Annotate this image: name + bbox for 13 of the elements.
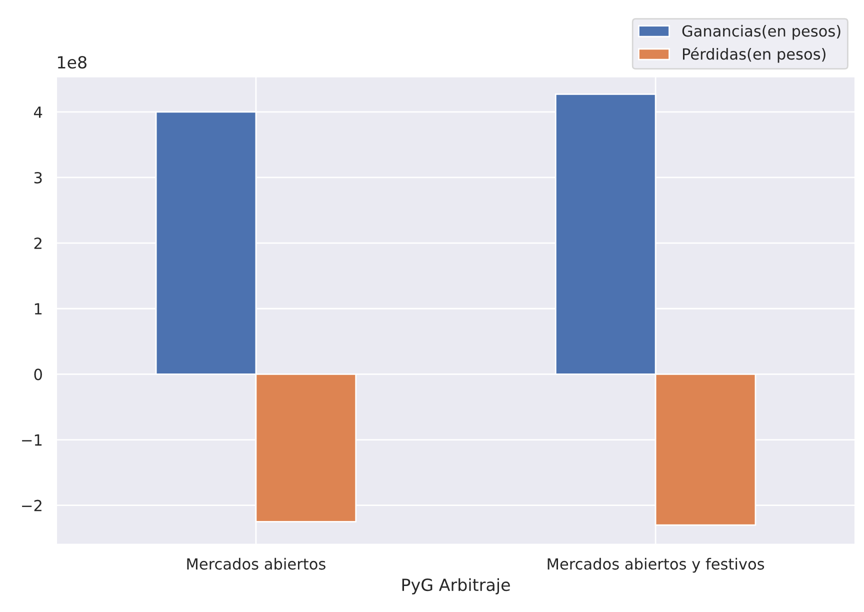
legend-label: Pérdidas(en pesos) — [682, 47, 826, 63]
y-tick-label: 4 — [34, 106, 42, 118]
x-axis-title: PyG Arbitraje — [402, 578, 510, 594]
y-tick-label: −1 — [22, 434, 42, 446]
legend-label: Ganancias(en pesos) — [682, 24, 840, 40]
y-tick-label: −2 — [22, 500, 42, 512]
x-tick-label: Mercados abiertos y festivos — [548, 558, 764, 573]
y-tick-label: 3 — [34, 172, 42, 184]
y-tick-label: 0 — [34, 368, 42, 380]
text: 1e8 — [58, 56, 86, 69]
x-tick-label: Mercados abiertos — [187, 558, 326, 570]
y-tick-label: 2 — [34, 238, 42, 249]
y-tick-label: 1 — [34, 303, 42, 314]
